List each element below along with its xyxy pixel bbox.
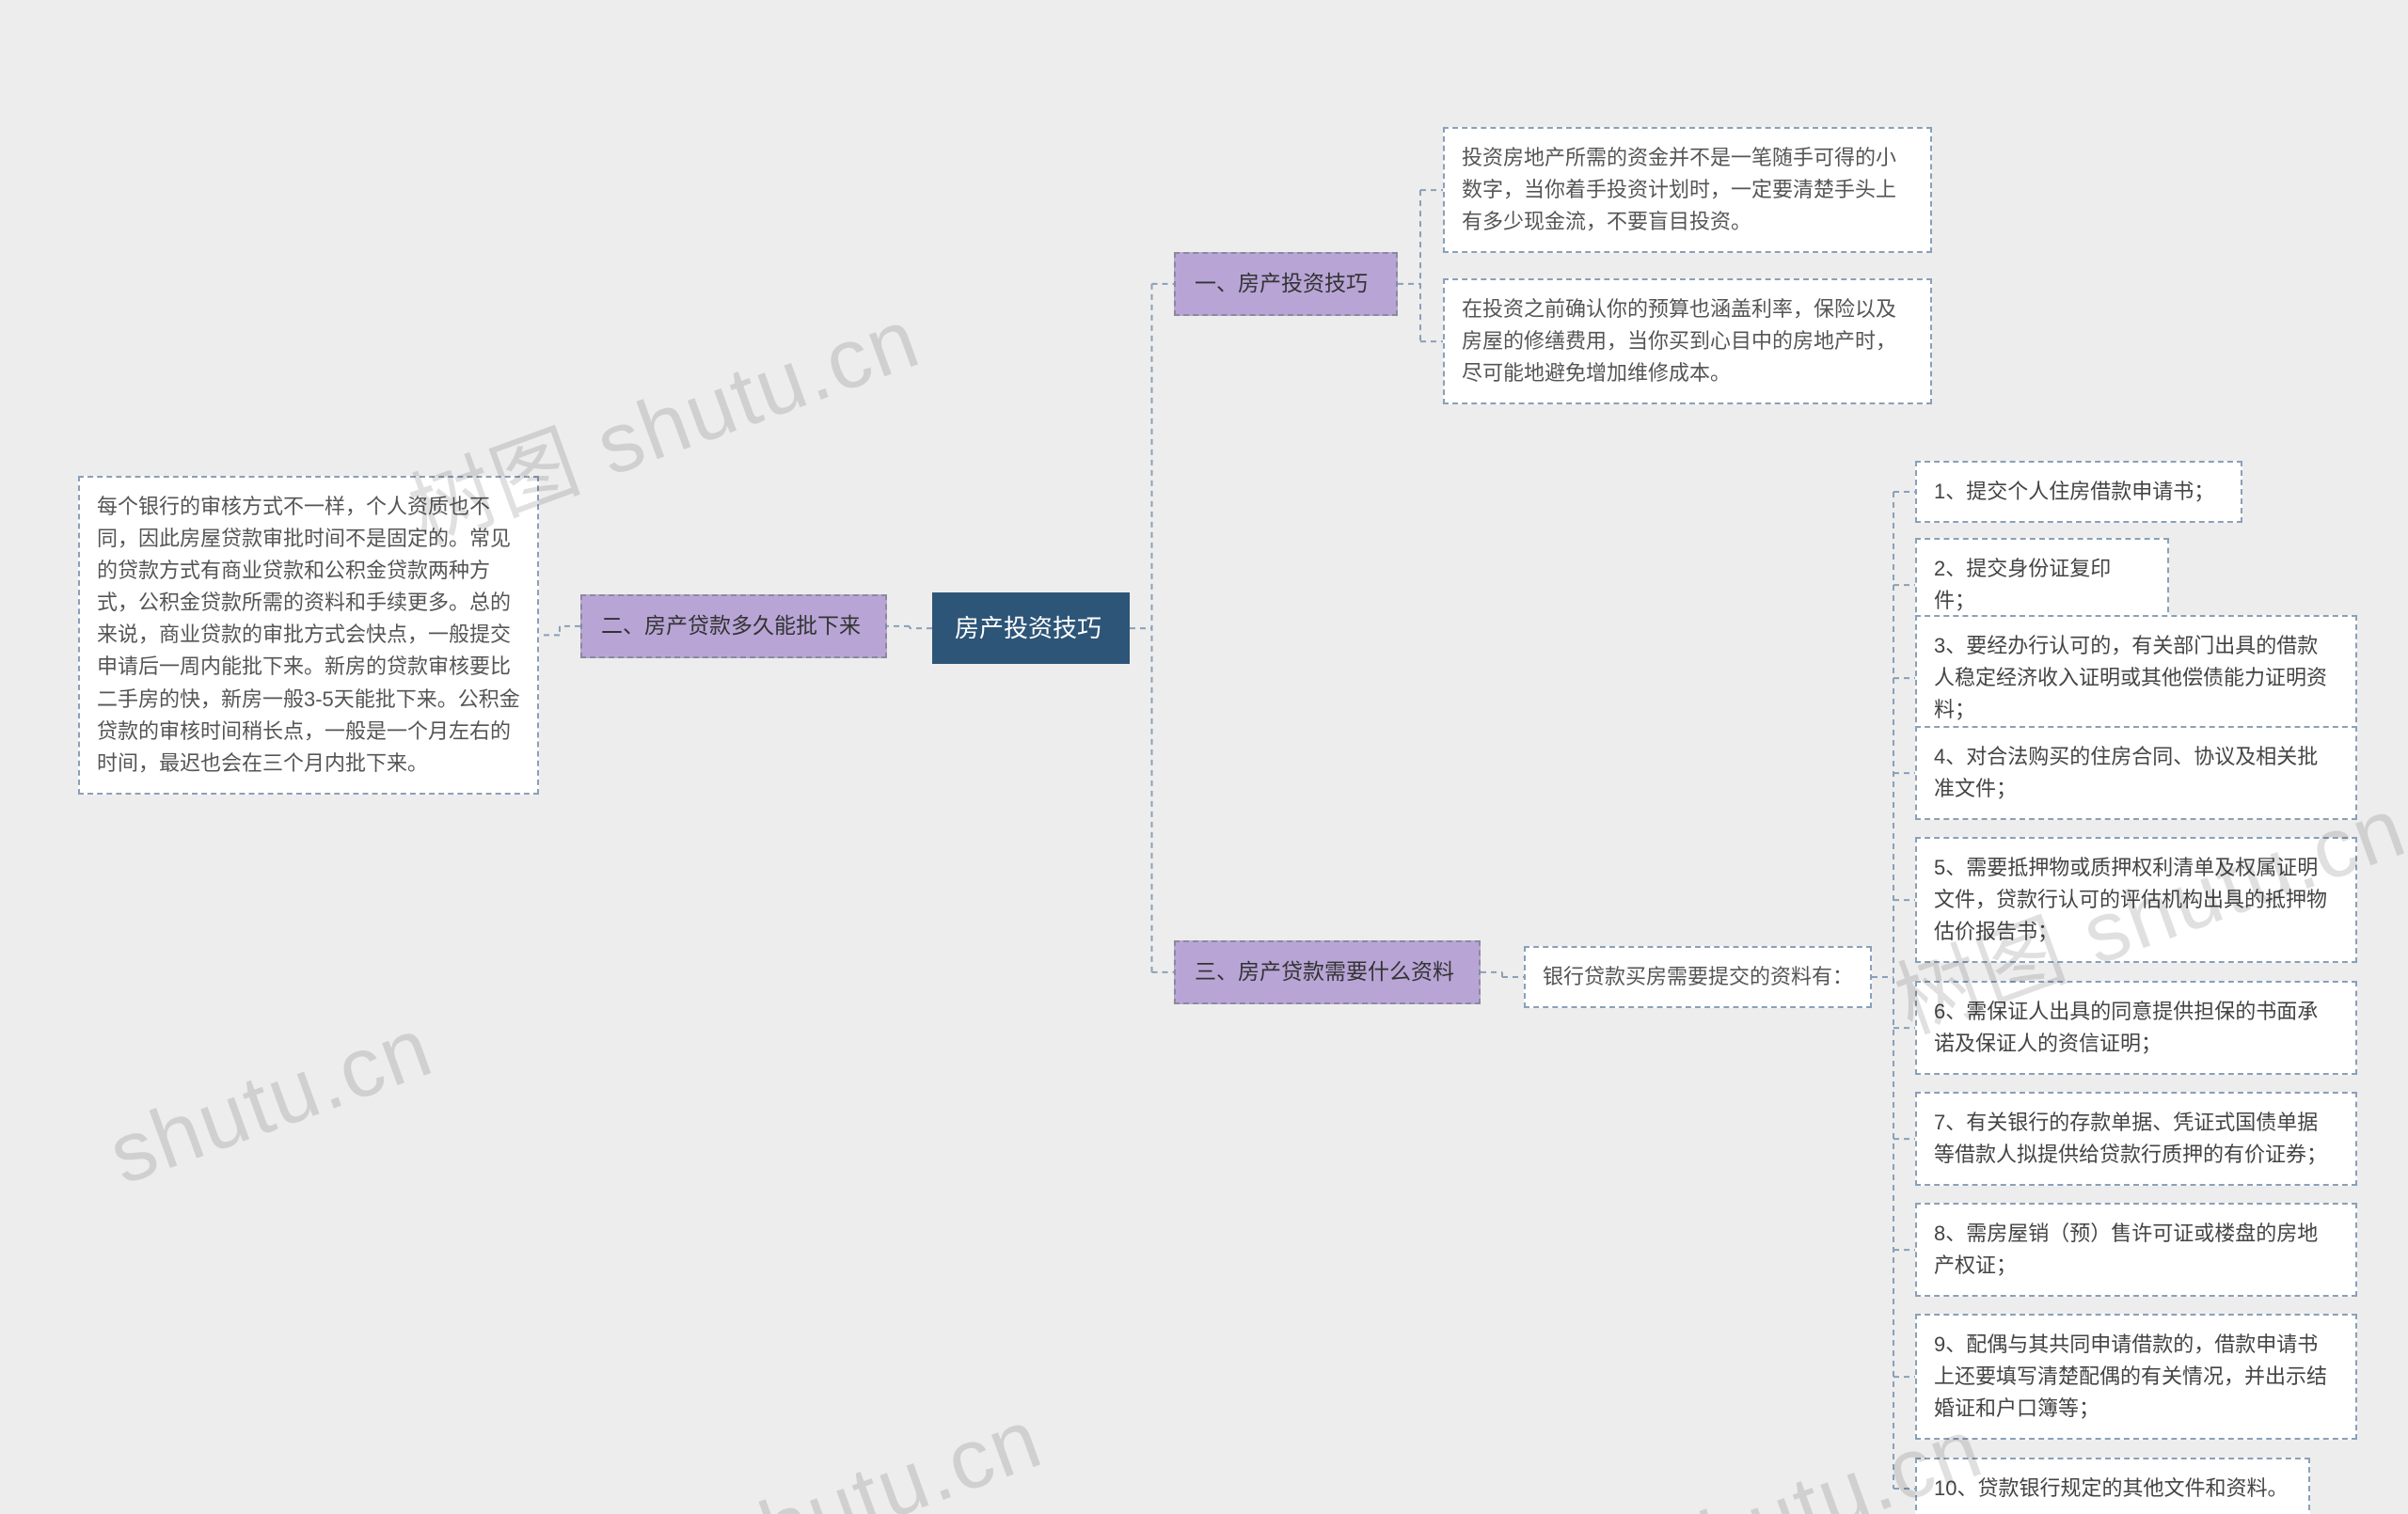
- leaf-b3-7: 7、有关银行的存款单据、凭证式国债单据等借款人拟提供给贷款行质押的有价证券；: [1915, 1092, 2357, 1186]
- branch-3: 三、房产贷款需要什么资料: [1174, 940, 1481, 1004]
- leaf-b3-3: 3、要经办行认可的，有关部门出具的借款人稳定经济收入证明或其他偿债能力证明资料；: [1915, 615, 2357, 741]
- leaf-b3-9: 9、配偶与其共同申请借款的，借款申请书上还要填写清楚配偶的有关情况，并出示结婚证…: [1915, 1314, 2357, 1440]
- leaf-b3-mid: 银行贷款买房需要提交的资料有：: [1524, 946, 1872, 1008]
- watermark: 树图 shutu.cn: [513, 1370, 1055, 1514]
- root-node: 房产投资技巧: [932, 592, 1130, 664]
- leaf-b1-2: 在投资之前确认你的预算也涵盖利率，保险以及房屋的修缮费用，当你买到心目中的房地产…: [1443, 278, 1932, 404]
- leaf-b1-1: 投资房地产所需的资金并不是一笔随手可得的小数字，当你着手投资计划时，一定要清楚手…: [1443, 127, 1932, 253]
- leaf-b3-1: 1、提交个人住房借款申请书；: [1915, 461, 2242, 523]
- leaf-b3-4: 4、对合法购买的住房合同、协议及相关批准文件；: [1915, 726, 2357, 820]
- leaf-b2-1: 每个银行的审核方式不一样，个人资质也不同，因此房屋贷款审批时间不是固定的。常见的…: [78, 476, 539, 795]
- watermark: shutu.cn: [97, 999, 445, 1205]
- leaf-b3-8: 8、需房屋销（预）售许可证或楼盘的房地产权证；: [1915, 1203, 2357, 1297]
- leaf-b3-5: 5、需要抵押物或质押权利清单及权属证明文件，贷款行认可的评估机构出具的抵押物估价…: [1915, 837, 2357, 963]
- branch-2: 二、房产贷款多久能批下来: [580, 594, 887, 658]
- leaf-b3-10: 10、贷款银行规定的其他文件和资料。: [1915, 1458, 2310, 1514]
- branch-1: 一、房产投资技巧: [1174, 252, 1398, 316]
- leaf-b3-6: 6、需保证人出具的同意提供担保的书面承诺及保证人的资信证明；: [1915, 981, 2357, 1075]
